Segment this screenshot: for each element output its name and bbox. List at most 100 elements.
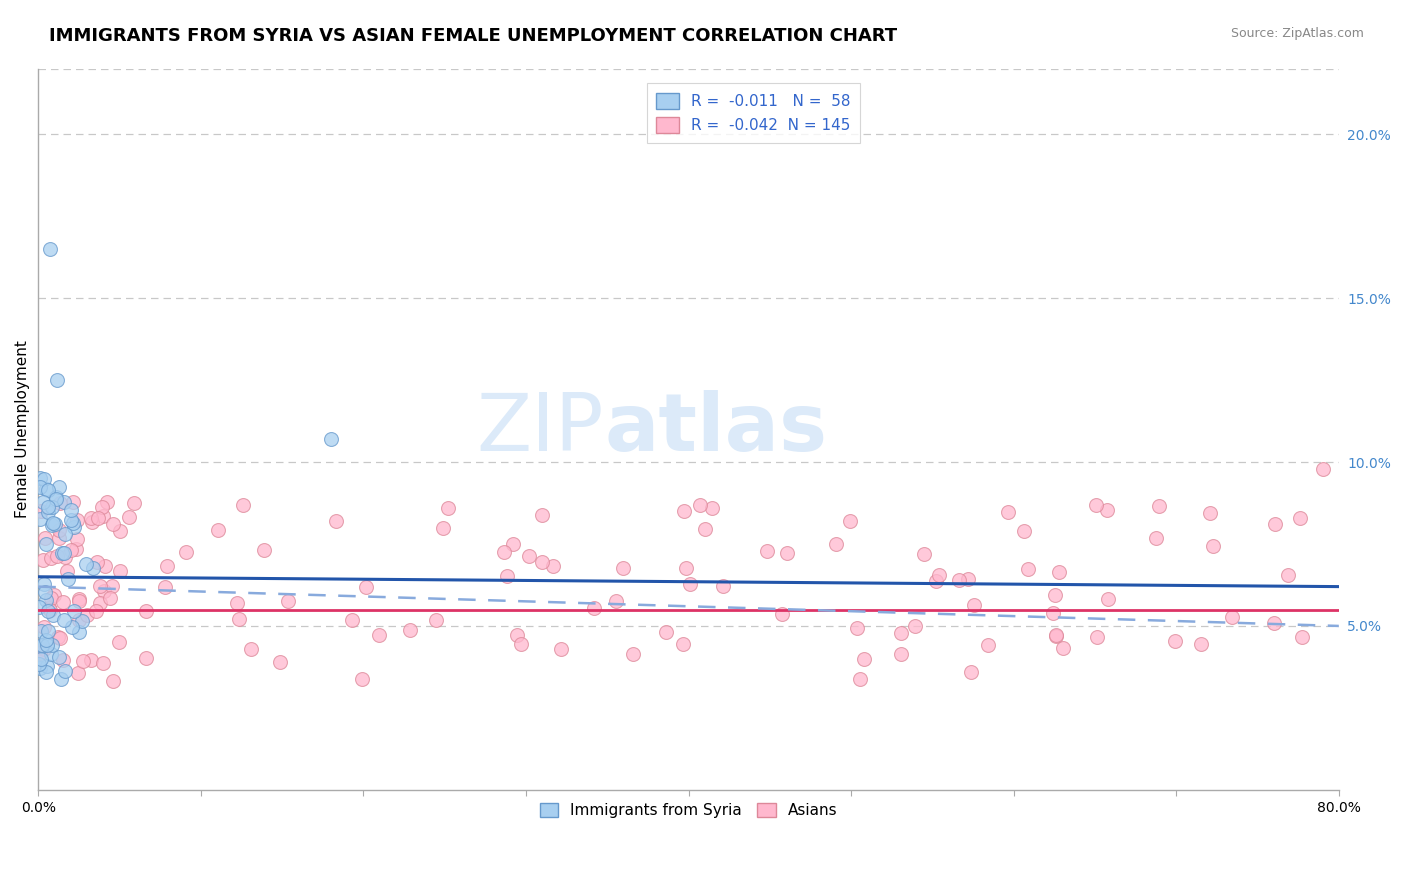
Point bbox=[325, 514, 347, 528]
Point bbox=[1012, 524, 1035, 538]
Point bbox=[1085, 630, 1108, 644]
Point bbox=[1277, 568, 1299, 582]
Point bbox=[37, 483, 59, 498]
Point bbox=[904, 619, 927, 633]
Point bbox=[928, 568, 950, 582]
Point bbox=[38, 601, 60, 615]
Point bbox=[39, 551, 62, 566]
Point bbox=[67, 613, 90, 627]
Point bbox=[45, 490, 67, 504]
Point bbox=[28, 600, 51, 615]
Point bbox=[425, 613, 447, 627]
Point bbox=[84, 603, 107, 617]
Point bbox=[52, 653, 75, 667]
Point bbox=[32, 494, 55, 508]
Point bbox=[225, 596, 247, 610]
Point bbox=[1042, 606, 1064, 620]
Point bbox=[89, 578, 111, 592]
Point bbox=[1047, 565, 1070, 579]
Point bbox=[510, 637, 533, 651]
Point bbox=[1084, 499, 1107, 513]
Point bbox=[228, 612, 250, 626]
Point bbox=[53, 527, 76, 541]
Point bbox=[1095, 503, 1118, 517]
Point bbox=[693, 522, 716, 536]
Point bbox=[35, 483, 58, 497]
Point bbox=[1045, 628, 1067, 642]
Point bbox=[53, 550, 76, 565]
Point bbox=[110, 564, 132, 578]
Point bbox=[612, 561, 634, 575]
Point bbox=[350, 672, 373, 686]
Point bbox=[32, 642, 55, 657]
Point bbox=[32, 619, 55, 633]
Point bbox=[44, 588, 66, 602]
Point bbox=[101, 674, 124, 689]
Point bbox=[37, 500, 59, 514]
Point bbox=[48, 649, 70, 664]
Point bbox=[689, 498, 711, 512]
Point bbox=[67, 625, 90, 640]
Point bbox=[35, 592, 58, 607]
Point bbox=[35, 537, 58, 551]
Point bbox=[93, 584, 115, 599]
Point bbox=[583, 601, 606, 615]
Point bbox=[997, 505, 1019, 519]
Point bbox=[239, 641, 262, 656]
Point bbox=[30, 471, 52, 485]
Point bbox=[1264, 517, 1286, 532]
Point bbox=[45, 373, 67, 387]
Point bbox=[48, 480, 70, 494]
Point bbox=[269, 655, 291, 669]
Point bbox=[76, 608, 98, 623]
Point bbox=[37, 603, 59, 617]
Point bbox=[1045, 628, 1067, 642]
Point bbox=[32, 472, 55, 486]
Point bbox=[1147, 500, 1170, 514]
Point bbox=[52, 494, 75, 508]
Point bbox=[605, 593, 627, 607]
Point bbox=[912, 547, 935, 561]
Point bbox=[399, 623, 422, 637]
Point bbox=[67, 591, 90, 606]
Point bbox=[1199, 506, 1222, 520]
Point bbox=[845, 621, 868, 635]
Point bbox=[30, 661, 52, 675]
Point bbox=[960, 665, 983, 679]
Point bbox=[60, 620, 83, 634]
Point bbox=[62, 495, 84, 509]
Point bbox=[368, 628, 391, 642]
Point bbox=[776, 546, 799, 560]
Point bbox=[531, 555, 554, 569]
Point bbox=[48, 523, 70, 537]
Point bbox=[39, 591, 62, 605]
Point bbox=[1017, 562, 1039, 576]
Point bbox=[31, 638, 53, 652]
Point bbox=[46, 630, 69, 644]
Point bbox=[957, 572, 980, 586]
Point bbox=[91, 508, 114, 523]
Point bbox=[207, 523, 229, 537]
Point bbox=[756, 543, 779, 558]
Point bbox=[671, 637, 693, 651]
Text: ZIP: ZIP bbox=[477, 390, 605, 468]
Point bbox=[494, 545, 516, 559]
Point bbox=[91, 656, 114, 670]
Point bbox=[34, 531, 56, 545]
Point bbox=[86, 555, 108, 569]
Point bbox=[340, 613, 363, 627]
Point bbox=[852, 652, 875, 666]
Point bbox=[122, 495, 145, 509]
Point bbox=[1097, 591, 1119, 606]
Point bbox=[1222, 609, 1244, 624]
Point bbox=[1144, 532, 1167, 546]
Point bbox=[530, 508, 553, 522]
Point bbox=[174, 545, 197, 559]
Point bbox=[543, 559, 565, 574]
Point bbox=[28, 512, 51, 526]
Point bbox=[39, 603, 62, 617]
Point bbox=[107, 635, 129, 649]
Point bbox=[70, 614, 93, 628]
Point bbox=[135, 604, 157, 618]
Text: atlas: atlas bbox=[605, 390, 827, 468]
